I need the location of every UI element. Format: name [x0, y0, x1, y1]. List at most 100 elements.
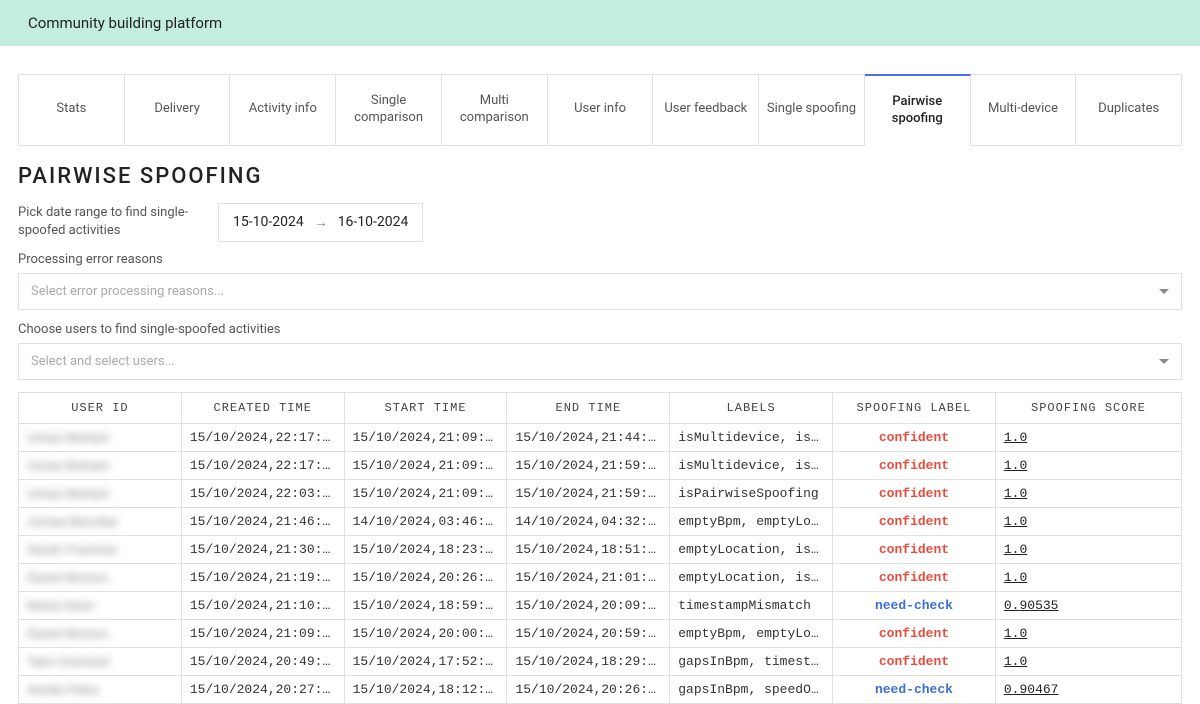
- col-labels[interactable]: LABELS: [670, 392, 833, 423]
- cell-created-time: 15/10/2024,21:19:28: [181, 563, 344, 591]
- cell-spoofing-score[interactable]: 1.0: [995, 647, 1181, 675]
- cell-spoofing-label: confident: [833, 507, 996, 535]
- cell-labels: gapsInBpm, speedOut…: [670, 675, 833, 703]
- cell-created-time: 15/10/2024,21:30:59: [181, 535, 344, 563]
- date-start: 15-10-2024: [233, 214, 304, 230]
- col-end-time[interactable]: END TIME: [507, 392, 670, 423]
- cell-user-id: Marta Deen: [19, 591, 182, 619]
- chevron-down-icon: [1159, 359, 1169, 364]
- cell-user-id: Tatro Dumand: [19, 647, 182, 675]
- cell-user-id: Seolta Patra: [19, 675, 182, 703]
- cell-labels: timestampMismatch: [670, 591, 833, 619]
- tab-delivery[interactable]: Delivery: [125, 75, 231, 145]
- tab-multi-comparison[interactable]: Multi comparison: [442, 75, 548, 145]
- cell-labels: isMultidevice, isPa…: [670, 451, 833, 479]
- cell-spoofing-score[interactable]: 1.0: [995, 535, 1181, 563]
- cell-start-time: 15/10/2024,18:23:16: [344, 535, 507, 563]
- tab-user-info[interactable]: User info: [548, 75, 654, 145]
- date-filter-row: Pick date range to find single-spoofed a…: [18, 203, 1182, 242]
- cell-spoofing-score[interactable]: 1.0: [995, 423, 1181, 451]
- cell-spoofing-label: need-check: [833, 591, 996, 619]
- date-range-label: Pick date range to find single-spoofed a…: [18, 204, 218, 240]
- tab-single-comparison[interactable]: Single comparison: [336, 75, 442, 145]
- cell-user-id: David Moreon: [19, 619, 182, 647]
- cell-user-id: Umaa Mohant: [19, 423, 182, 451]
- cell-spoofing-score[interactable]: 1.0: [995, 619, 1181, 647]
- users-select-label: Choose users to find single-spoofed acti…: [18, 322, 1182, 337]
- tab-multi-device[interactable]: Multi-device: [971, 75, 1077, 145]
- cell-end-time: 15/10/2024,21:01:33: [507, 563, 670, 591]
- table-row[interactable]: Umaa Mohant15/10/2024,22:17:4015/10/2024…: [19, 423, 1182, 451]
- col-spoofing-label[interactable]: SPOOFING LABEL: [833, 392, 996, 423]
- table-row[interactable]: Marta Deen15/10/2024,21:10:5115/10/2024,…: [19, 591, 1182, 619]
- cell-user-id: Jumaa Barodas: [19, 507, 182, 535]
- table-row[interactable]: Jumaa Barodas15/10/2024,21:46:4314/10/20…: [19, 507, 1182, 535]
- cell-labels: isPairwiseSpoofing: [670, 479, 833, 507]
- cell-spoofing-score[interactable]: 1.0: [995, 507, 1181, 535]
- users-select[interactable]: Select and select users...: [18, 343, 1182, 380]
- cell-spoofing-score[interactable]: 1.0: [995, 563, 1181, 591]
- cell-spoofing-label: confident: [833, 647, 996, 675]
- cell-end-time: 15/10/2024,20:26:02: [507, 675, 670, 703]
- cell-spoofing-score[interactable]: 1.0: [995, 479, 1181, 507]
- table-row[interactable]: Umaa Mohant15/10/2024,22:03:4315/10/2024…: [19, 479, 1182, 507]
- tab-single-spoofing[interactable]: Single spoofing: [759, 75, 865, 145]
- cell-start-time: 15/10/2024,20:00:00: [344, 619, 507, 647]
- cell-start-time: 14/10/2024,03:46:43: [344, 507, 507, 535]
- cell-created-time: 15/10/2024,22:17:40: [181, 451, 344, 479]
- col-start-time[interactable]: START TIME: [344, 392, 507, 423]
- table-header-row: USER ID CREATED TIME START TIME END TIME…: [19, 392, 1182, 423]
- cell-spoofing-label: confident: [833, 451, 996, 479]
- table-row[interactable]: Tatro Dumand15/10/2024,20:49:37 15/10/202…: [19, 647, 1182, 675]
- cell-spoofing-label: confident: [833, 619, 996, 647]
- tab-pairwise-spoofing[interactable]: Pairwise spoofing: [865, 74, 971, 146]
- col-spoofing-score[interactable]: SPOOFING SCORE: [995, 392, 1181, 423]
- tab-user-feedback[interactable]: User feedback: [653, 75, 759, 145]
- cell-labels: gapsInBpm, timestam…: [670, 647, 833, 675]
- cell-end-time: 15/10/2024,20:09:36: [507, 591, 670, 619]
- cell-spoofing-score[interactable]: 1.0: [995, 451, 1181, 479]
- cell-user-id: Umaa Mohant: [19, 479, 182, 507]
- table-row[interactable]: Seolta Patra15/10/2024,20:27:1515/10/202…: [19, 675, 1182, 703]
- cell-created-time: 15/10/2024,21:09:34: [181, 619, 344, 647]
- cell-end-time: 14/10/2024,04:32:04: [507, 507, 670, 535]
- cell-user-id: Umaa Mohant: [19, 451, 182, 479]
- table-row[interactable]: Sarah Freeman15/10/2024,21:30:5915/10/20…: [19, 535, 1182, 563]
- tab-duplicates[interactable]: Duplicates: [1076, 75, 1181, 145]
- tab-stats[interactable]: Stats: [19, 75, 125, 145]
- cell-user-id: Sarah Freeman: [19, 535, 182, 563]
- tab-activity-info[interactable]: Activity info: [230, 75, 336, 145]
- cell-created-time: 15/10/2024,22:03:43: [181, 479, 344, 507]
- col-user-id[interactable]: USER ID: [19, 392, 182, 423]
- cell-labels: isMultidevice, isPa…: [670, 423, 833, 451]
- cell-start-time: 15/10/2024,20:26:41: [344, 563, 507, 591]
- cell-end-time: 15/10/2024,21:44:58: [507, 423, 670, 451]
- cell-start-time: 15/10/2024,18:59:32: [344, 591, 507, 619]
- cell-end-time: 15/10/2024,18:51:06: [507, 535, 670, 563]
- cell-spoofing-score[interactable]: 0.90467: [995, 675, 1181, 703]
- cell-labels: emptyBpm, emptyLoca…: [670, 619, 833, 647]
- error-reasons-select[interactable]: Select error processing reasons...: [18, 273, 1182, 310]
- cell-user-id: David Moreon: [19, 563, 182, 591]
- table-row[interactable]: David Moreon15/10/2024,21:19:2815/10/202…: [19, 563, 1182, 591]
- tab-bar: Stats Delivery Activity info Single comp…: [18, 74, 1182, 146]
- cell-created-time: 15/10/2024,20:49:37: [181, 647, 344, 675]
- cell-spoofing-label: confident: [833, 479, 996, 507]
- cell-end-time: 15/10/2024,18:29:12: [507, 647, 670, 675]
- cell-spoofing-label: confident: [833, 535, 996, 563]
- cell-start-time: 15/10/2024,18:12:45: [344, 675, 507, 703]
- cell-created-time: 15/10/2024,20:27:15: [181, 675, 344, 703]
- cell-spoofing-label: confident: [833, 423, 996, 451]
- table-row[interactable]: David Moreon15/10/2024,21:09:3415/10/202…: [19, 619, 1182, 647]
- table-row[interactable]: Umaa Mohant15/10/2024,22:17:4015/10/2024…: [19, 451, 1182, 479]
- date-range-picker[interactable]: 15-10-2024 → 16-10-2024: [218, 203, 423, 242]
- page-title: PAIRWISE SPOOFING: [18, 164, 1182, 189]
- cell-start-time: 15/10/2024,21:09:28: [344, 423, 507, 451]
- cell-labels: emptyLocation, isPa…: [670, 563, 833, 591]
- col-created-time[interactable]: CREATED TIME: [181, 392, 344, 423]
- cell-labels: emptyBpm, emptyLoca…: [670, 507, 833, 535]
- cell-spoofing-score[interactable]: 0.90535: [995, 591, 1181, 619]
- cell-spoofing-label: confident: [833, 563, 996, 591]
- cell-created-time: 15/10/2024,21:10:51: [181, 591, 344, 619]
- spoofing-table: USER ID CREATED TIME START TIME END TIME…: [18, 392, 1182, 704]
